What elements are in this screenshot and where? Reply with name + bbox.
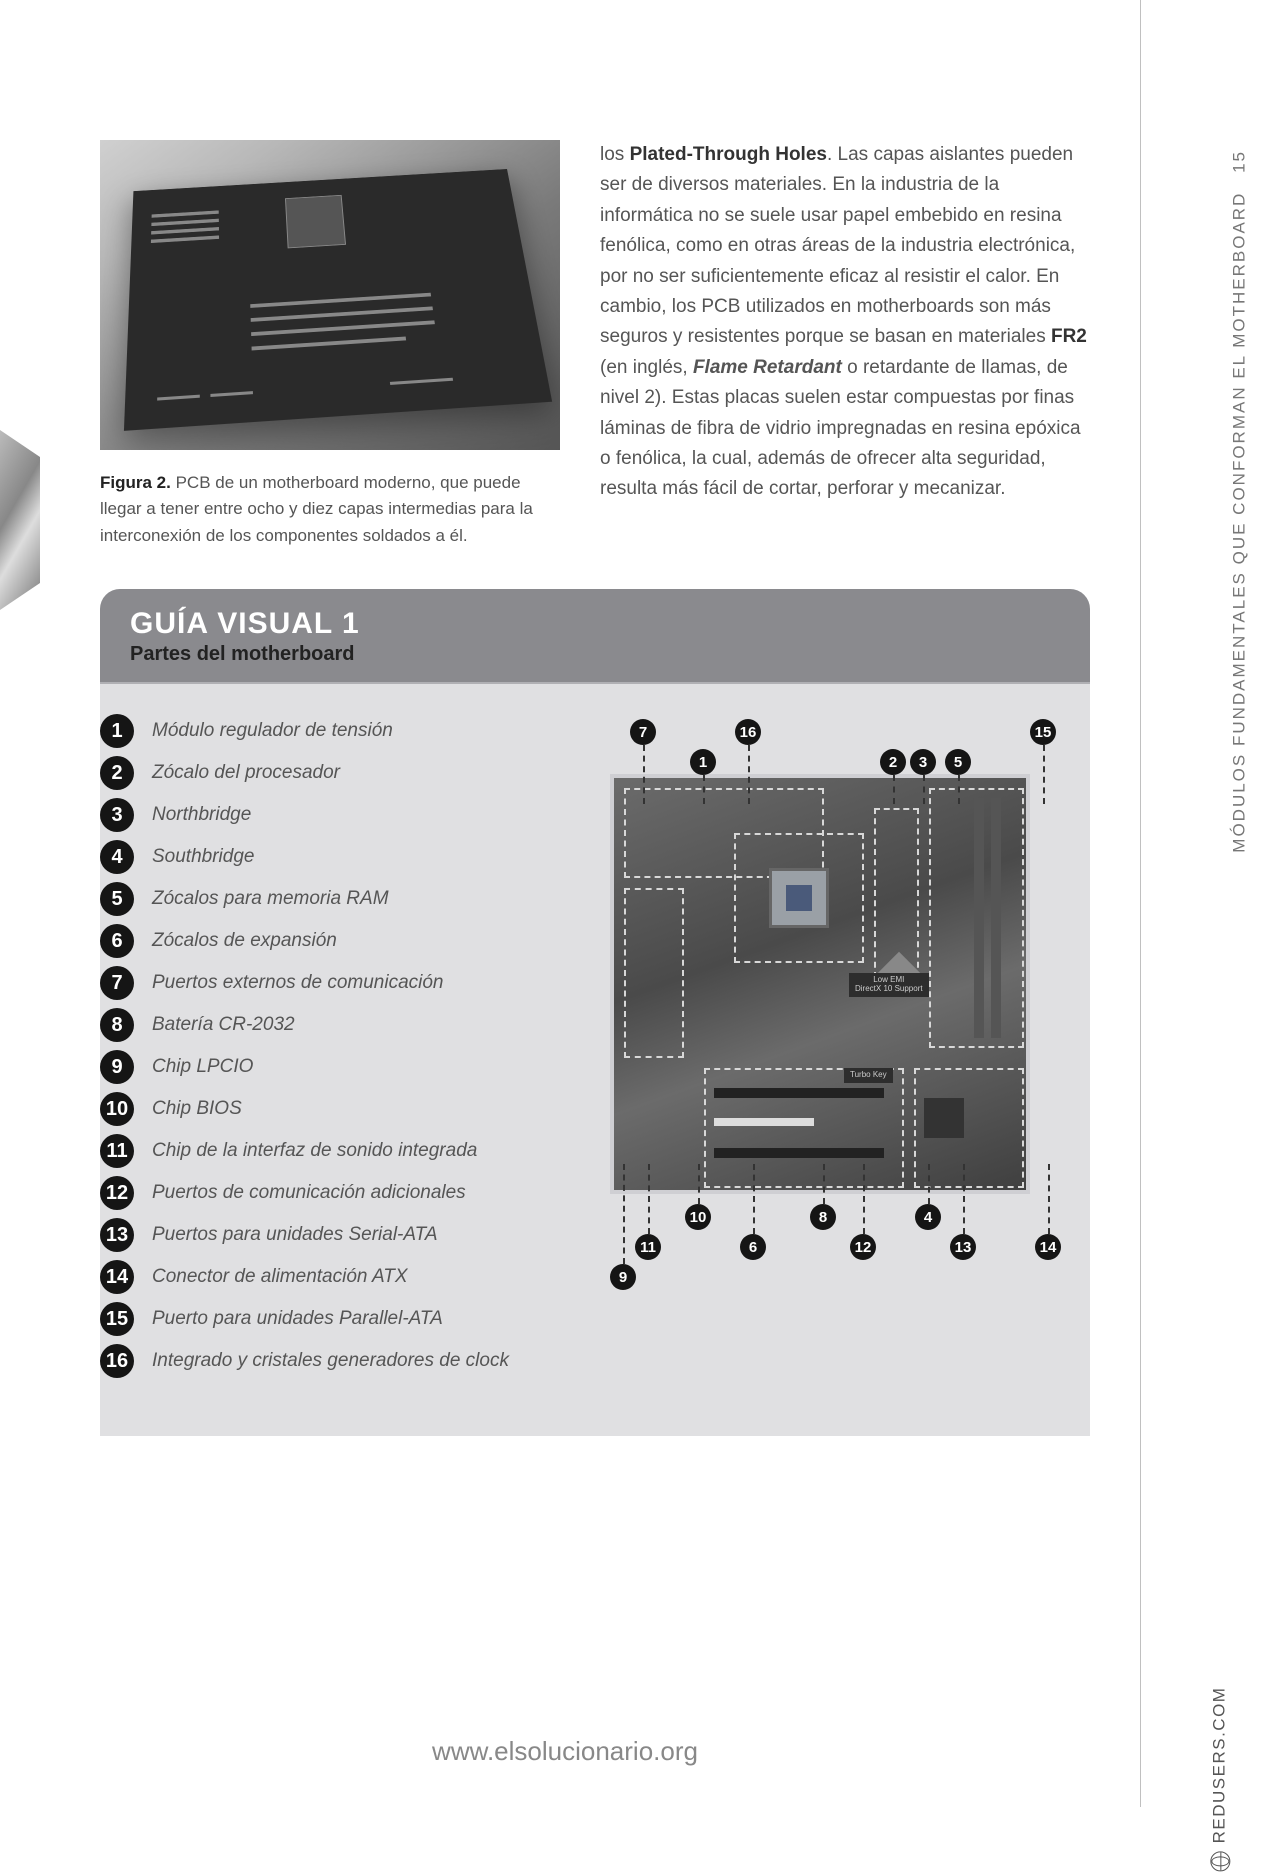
legend-item: 8 Batería CR-2032 <box>100 1008 570 1042</box>
callout-bubble: 6 <box>740 1234 766 1260</box>
legend-item: 14 Conector de alimentación ATX <box>100 1260 570 1294</box>
footer-url: www.elsolucionario.org <box>0 1736 1130 1767</box>
legend-item: 13 Puertos para unidades Serial-ATA <box>100 1218 570 1252</box>
number-bubble: 11 <box>100 1134 134 1168</box>
callout-bubble: 15 <box>1030 719 1056 745</box>
legend-label: Puertos de comunicación adicionales <box>152 1182 466 1204</box>
mb-badge-lowemi: Low EMIDirectX 10 Support <box>849 973 929 997</box>
callout-bubble: 1 <box>690 749 716 775</box>
legend-label: Zócalos para memoria RAM <box>152 888 389 910</box>
legend-item: 12 Puertos de comunicación adicionales <box>100 1176 570 1210</box>
number-bubble: 4 <box>100 840 134 874</box>
legend-item: 7 Puertos externos de comunicación <box>100 966 570 1000</box>
legend-label: Integrado y cristales generadores de clo… <box>152 1350 509 1372</box>
legend-item: 10 Chip BIOS <box>100 1092 570 1126</box>
site-credit: REDUSERS.COM <box>1209 1687 1230 1872</box>
callout-bubble: 9 <box>610 1264 636 1290</box>
number-bubble: 15 <box>100 1302 134 1336</box>
legend-label: Chip de la interfaz de sonido integrada <box>152 1140 477 1162</box>
figure2-image <box>100 140 560 450</box>
legend-item: 9 Chip LPCIO <box>100 1050 570 1084</box>
globe-icon <box>1210 1852 1230 1872</box>
legend-item: 11 Chip de la interfaz de sonido integrad… <box>100 1134 570 1168</box>
number-bubble: 9 <box>100 1050 134 1084</box>
visual-guide-header: GUÍA VISUAL 1 Partes del motherboard <box>100 589 1090 682</box>
side-rail: MÓDULOS FUNDAMENTALES QUE CONFORMAN EL M… <box>1140 0 1280 1807</box>
figure2-caption: Figura 2. PCB de un motherboard moderno,… <box>100 470 560 549</box>
visual-guide-title: GUÍA VISUAL 1 <box>130 607 1060 641</box>
legend-item: 4 Southbridge <box>100 840 570 874</box>
legend-label: Puertos para unidades Serial-ATA <box>152 1224 438 1246</box>
number-bubble: 8 <box>100 1008 134 1042</box>
number-bubble: 2 <box>100 756 134 790</box>
legend-label: Northbridge <box>152 804 251 826</box>
legend-label: Batería CR-2032 <box>152 1014 295 1036</box>
callout-bubble: 11 <box>635 1234 661 1260</box>
callout-bubble: 2 <box>880 749 906 775</box>
number-bubble: 7 <box>100 966 134 1000</box>
callout-bubble: 8 <box>810 1204 836 1230</box>
callout-bubble: 12 <box>850 1234 876 1260</box>
callout-bubble: 7 <box>630 719 656 745</box>
legend-item: 3 Northbridge <box>100 798 570 832</box>
legend-label: Módulo regulador de tensión <box>152 720 393 742</box>
number-bubble: 13 <box>100 1218 134 1252</box>
number-bubble: 5 <box>100 882 134 916</box>
legend-label: Southbridge <box>152 846 254 868</box>
visual-guide-subtitle: Partes del motherboard <box>130 643 1060 666</box>
motherboard-image: Low EMIDirectX 10 Support Turbo Key <box>610 774 1030 1194</box>
legend-item: 1 Módulo regulador de tensión <box>100 714 570 748</box>
number-bubble: 6 <box>100 924 134 958</box>
legend-label: Chip BIOS <box>152 1098 242 1120</box>
number-bubble: 16 <box>100 1344 134 1378</box>
legend-item: 5 Zócalos para memoria RAM <box>100 882 570 916</box>
number-bubble: 10 <box>100 1092 134 1126</box>
mb-badge-turbo: Turbo Key <box>844 1068 893 1083</box>
callout-bubble: 13 <box>950 1234 976 1260</box>
legend-item: 15 Puerto para unidades Parallel-ATA <box>100 1302 570 1336</box>
legend-label: Zócalo del procesador <box>152 762 340 784</box>
number-bubble: 14 <box>100 1260 134 1294</box>
number-bubble: 3 <box>100 798 134 832</box>
legend-label: Zócalos de expansión <box>152 930 337 952</box>
callout-bubble: 4 <box>915 1204 941 1230</box>
legend-list: 1 Módulo regulador de tensión 2 Zócalo del … <box>100 714 570 1386</box>
body-paragraph: los Plated-Through Holes. Las capas aisl… <box>600 140 1090 505</box>
callout-bubble: 3 <box>910 749 936 775</box>
callout-bubble: 14 <box>1035 1234 1061 1260</box>
legend-label: Chip LPCIO <box>152 1056 253 1078</box>
legend-label: Conector de alimentación ATX <box>152 1266 408 1288</box>
callout-bubble: 16 <box>735 719 761 745</box>
section-title-vertical: MÓDULOS FUNDAMENTALES QUE CONFORMAN EL M… <box>1230 150 1250 853</box>
number-bubble: 12 <box>100 1176 134 1210</box>
callout-bubble: 5 <box>945 749 971 775</box>
visual-guide-box: GUÍA VISUAL 1 Partes del motherboard 1 Mó… <box>100 589 1090 1436</box>
page-number: 15 <box>1230 150 1250 173</box>
legend-item: 16 Integrado y cristales generadores de c… <box>100 1344 570 1378</box>
legend-item: 6 Zócalos de expansión <box>100 924 570 958</box>
motherboard-diagram: Low EMIDirectX 10 Support Turbo Key 7161… <box>570 714 1060 1334</box>
legend-label: Puertos externos de comunicación <box>152 972 444 994</box>
legend-item: 2 Zócalo del procesador <box>100 756 570 790</box>
number-bubble: 1 <box>100 714 134 748</box>
legend-label: Puerto para unidades Parallel-ATA <box>152 1308 443 1330</box>
callout-bubble: 10 <box>685 1204 711 1230</box>
page-content: Figura 2. PCB de un motherboard moderno,… <box>0 0 1130 1807</box>
